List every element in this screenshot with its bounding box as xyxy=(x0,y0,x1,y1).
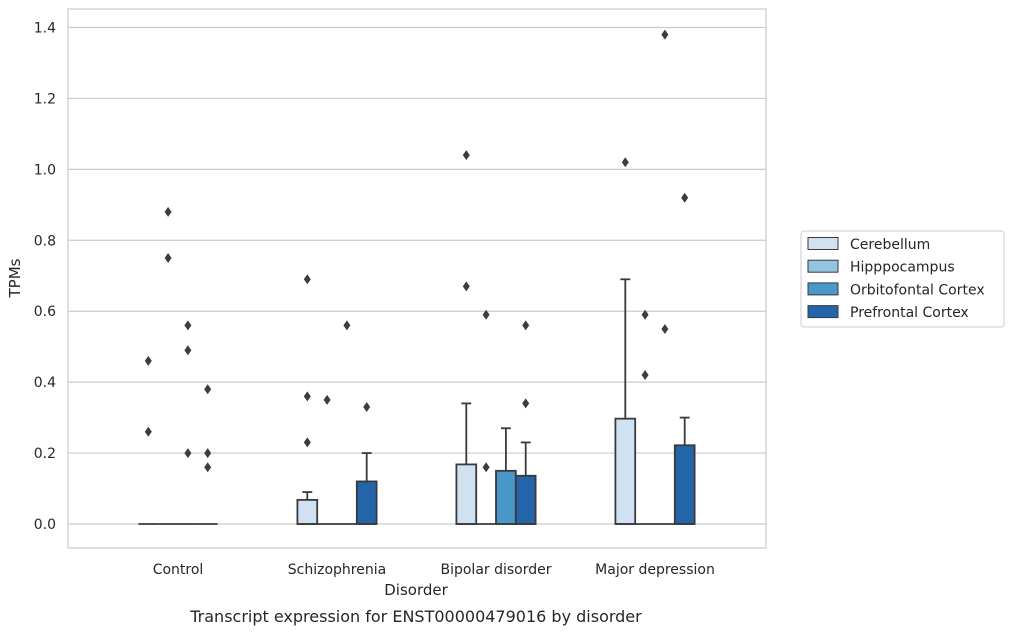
box-orbitofontal-cortex xyxy=(337,320,357,525)
legend-swatch xyxy=(807,237,839,250)
legend: Cerebellum Hipppocampus Orbitofontal Corte… xyxy=(800,230,1005,328)
y-tick-label: 1.4 xyxy=(34,21,56,37)
box-body xyxy=(355,480,378,525)
legend-label: Orbitofontal Cortex xyxy=(850,282,985,298)
y-tick-label: 0.4 xyxy=(34,375,56,391)
outlier-point xyxy=(164,206,172,217)
box-orbitofontal-cortex xyxy=(495,427,517,525)
outlier-point xyxy=(363,401,371,412)
outlier-point xyxy=(204,384,212,395)
y-tick-label: 0.0 xyxy=(34,517,56,533)
box-cerebellum xyxy=(138,355,159,525)
outlier-point xyxy=(204,462,212,473)
box-hipppocampus xyxy=(635,309,655,525)
outlier-point xyxy=(303,437,311,448)
box-prefrontal-cortex xyxy=(673,192,696,525)
box-body xyxy=(514,474,537,525)
box-body xyxy=(455,463,478,525)
box-orbitofontal-cortex xyxy=(655,29,675,525)
box-hipppocampus xyxy=(317,394,337,525)
y-tick-label: 1.2 xyxy=(34,91,56,107)
x-axis-title: Disorder xyxy=(384,581,448,599)
outlier-point xyxy=(462,150,470,161)
box-cerebellum xyxy=(614,157,637,525)
box-body xyxy=(495,469,517,525)
outlier-point xyxy=(184,448,192,459)
box-body xyxy=(296,498,319,525)
outlier-point xyxy=(621,157,629,168)
outlier-point xyxy=(204,448,212,459)
box-cerebellum xyxy=(296,274,319,525)
outlier-point xyxy=(641,370,649,381)
legend-frame xyxy=(800,230,1005,328)
outlier-point xyxy=(641,309,649,320)
legend-swatch xyxy=(807,259,839,273)
outlier-point xyxy=(661,323,669,334)
box-orbitofontal-cortex xyxy=(178,320,198,525)
x-tick-label: Control xyxy=(153,562,204,578)
box-hipppocampus xyxy=(158,206,178,525)
x-tick-label: Major depression xyxy=(595,562,715,578)
box-prefrontal-cortex xyxy=(355,401,378,525)
y-tick-label: 0.8 xyxy=(34,233,56,249)
legend-label: Cerebellum xyxy=(850,237,930,253)
legend-label: Hipppocampus xyxy=(850,260,955,276)
x-tick-labels: Control Schizophrenia Bipolar disorder Majo… xyxy=(153,562,715,578)
outlier-point xyxy=(462,281,470,292)
outlier-point xyxy=(184,345,192,356)
x-tick-label: Schizophrenia xyxy=(288,562,386,578)
legend-swatch xyxy=(807,305,839,319)
legend-label: Prefrontal Cortex xyxy=(850,305,969,321)
outlier-point xyxy=(482,462,490,473)
outlier-point xyxy=(661,29,669,40)
box-prefrontal-cortex xyxy=(514,320,537,525)
legend-swatch xyxy=(807,282,839,296)
box-body xyxy=(614,417,637,525)
box-prefrontal-cortex xyxy=(197,384,218,525)
x-tick-label: Bipolar disorder xyxy=(440,562,551,578)
outlier-point xyxy=(303,391,311,402)
outlier-point xyxy=(164,253,172,264)
box-cerebellum xyxy=(455,150,478,525)
y-tick-labels: 0.0 0.2 0.4 0.6 0.8 1.0 1.2 1.4 xyxy=(34,21,56,534)
outlier-point xyxy=(343,320,351,331)
y-tick-label: 0.2 xyxy=(34,446,56,462)
outlier-point xyxy=(681,192,689,203)
chart-caption: Transcript expression for ENST0000047901… xyxy=(189,607,642,626)
outlier-point xyxy=(144,426,152,437)
y-tick-label: 0.6 xyxy=(34,304,56,320)
outlier-point xyxy=(184,320,192,331)
box-body xyxy=(673,444,696,525)
outlier-point xyxy=(323,394,331,405)
box-hipppocampus xyxy=(476,309,496,525)
plot-frame xyxy=(67,8,767,549)
outlier-point xyxy=(522,320,530,331)
box-groups xyxy=(138,29,696,525)
y-tick-label: 1.0 xyxy=(34,162,56,178)
outlier-point xyxy=(303,274,311,285)
outlier-point xyxy=(144,355,152,366)
outlier-point xyxy=(482,309,490,320)
y-axis-title: TPMs xyxy=(6,258,24,298)
outlier-point xyxy=(522,398,530,409)
